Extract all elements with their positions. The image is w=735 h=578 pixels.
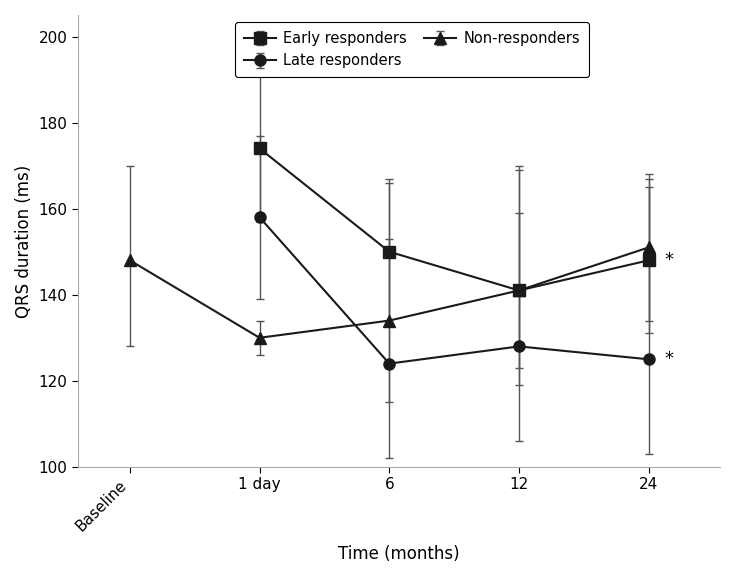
X-axis label: Time (months): Time (months) xyxy=(338,545,460,563)
Y-axis label: QRS duration (ms): QRS duration (ms) xyxy=(15,164,33,317)
Text: *: * xyxy=(664,350,673,368)
Text: *: * xyxy=(664,251,673,269)
Legend: Early responders, Late responders, Non-responders: Early responders, Late responders, Non-r… xyxy=(234,23,589,77)
